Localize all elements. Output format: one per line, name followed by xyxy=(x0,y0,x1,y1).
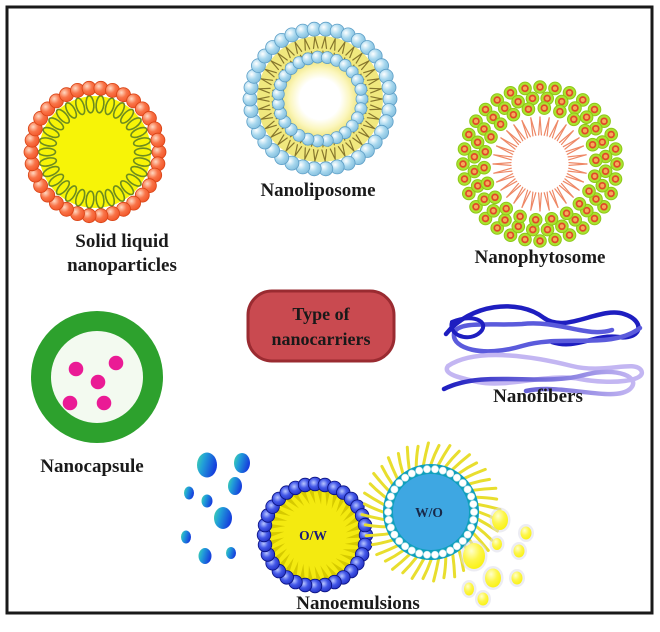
solid-lipid-art xyxy=(23,80,167,224)
figure-border xyxy=(5,5,654,615)
type-box-label-line2: nanocarriers xyxy=(272,329,371,349)
blue-droplets-art xyxy=(181,452,250,564)
solid-lipid-label-line1: Solid liquid xyxy=(75,231,169,252)
ow-label: O/W xyxy=(299,528,327,543)
nanophytosome-art xyxy=(456,80,624,248)
nanoemulsions-group: O/W W/O Nanoemulsions xyxy=(181,441,534,614)
type-box-art xyxy=(246,289,396,363)
type-box-label-line1: Type of xyxy=(292,304,350,324)
ow-circle-art xyxy=(256,476,374,594)
nanofibers-art xyxy=(441,304,645,397)
solid-lipid-nanoparticles-group: Solid liquid nanoparticles xyxy=(23,80,177,276)
type-box-group: Type of nanocarriers xyxy=(246,289,396,363)
nanoliposome-group: Nanoliposome xyxy=(242,21,398,201)
nanoemulsions-label: Nanoemulsions xyxy=(296,593,420,614)
solid-lipid-label-line2: nanoparticles xyxy=(67,255,177,276)
nanocapsule-art xyxy=(31,311,163,443)
nanophytosome-group: Nanophytosome xyxy=(456,80,624,268)
wo-circle-art xyxy=(360,441,502,583)
nanocapsule-label: Nanocapsule xyxy=(40,456,143,477)
wo-label: W/O xyxy=(415,505,443,520)
nanofibers-group: Nanofibers xyxy=(441,304,645,407)
yellow-droplets-art xyxy=(460,507,534,608)
nanophytosome-label: Nanophytosome xyxy=(475,247,606,268)
nanocapsule-group: Nanocapsule xyxy=(31,311,163,477)
nanofibers-label: Nanofibers xyxy=(493,386,583,407)
nanoliposome-art xyxy=(242,21,398,177)
nanoliposome-label: Nanoliposome xyxy=(260,180,375,201)
